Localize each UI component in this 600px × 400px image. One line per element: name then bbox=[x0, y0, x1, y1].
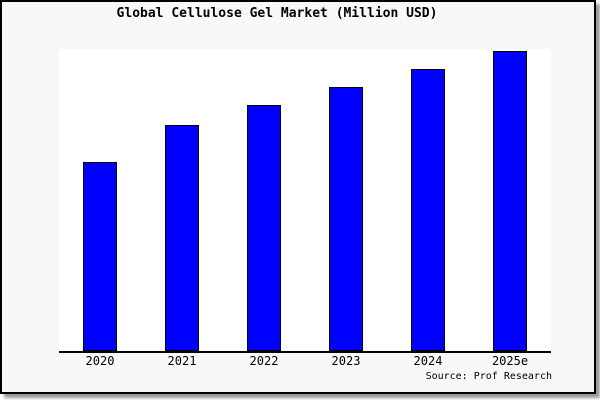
chart-title: Global Cellulose Gel Market (Million USD… bbox=[116, 6, 438, 21]
chart-frame: Global Cellulose Gel Market (Million USD… bbox=[0, 0, 596, 394]
x-tick-2024: 2024 bbox=[413, 354, 443, 368]
bar-slot-2020 bbox=[59, 49, 141, 351]
bar-2023 bbox=[329, 87, 363, 351]
bar-slot-2024 bbox=[387, 49, 469, 351]
bar-2020 bbox=[83, 162, 117, 351]
x-tick-2025e: 2025e bbox=[491, 354, 529, 368]
bar-slot-2022 bbox=[223, 49, 305, 351]
x-tick-2022: 2022 bbox=[249, 354, 279, 368]
bar-slot-2021 bbox=[141, 49, 223, 351]
bar-slot-2025e bbox=[469, 49, 551, 351]
bar-2024 bbox=[411, 69, 445, 351]
x-tick-2023: 2023 bbox=[331, 354, 361, 368]
source-credit: Source: Prof Research bbox=[425, 371, 552, 382]
bar-slot-2023 bbox=[305, 49, 387, 351]
bar-2021 bbox=[165, 124, 199, 351]
x-tick-2021: 2021 bbox=[167, 354, 197, 368]
plot-area bbox=[59, 49, 551, 353]
x-tick-2020: 2020 bbox=[85, 354, 115, 368]
bar-2025e bbox=[493, 51, 527, 351]
bar-2022 bbox=[247, 105, 281, 351]
bars-row bbox=[59, 49, 551, 351]
x-axis-tick-labels: 2020 2021 2022 2023 2024 2025e bbox=[59, 354, 551, 368]
